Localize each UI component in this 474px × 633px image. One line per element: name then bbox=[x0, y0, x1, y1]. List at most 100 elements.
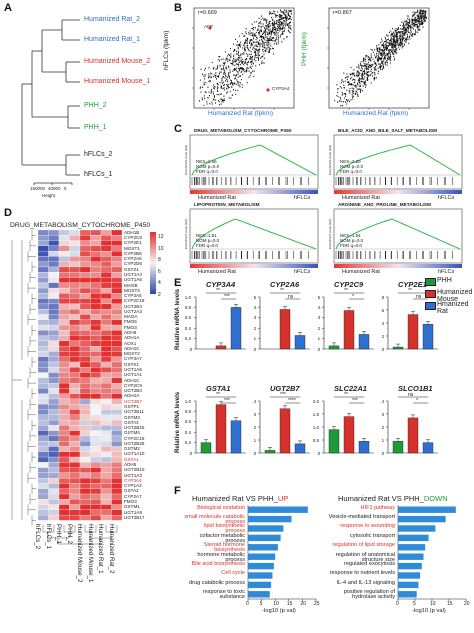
bar bbox=[328, 345, 340, 350]
bar-chart-title: CYP2E1 bbox=[398, 280, 427, 289]
heatmap-gene-label: GSTA4 bbox=[124, 419, 139, 425]
heatmap-cell bbox=[69, 425, 81, 431]
heatmap-cell bbox=[100, 367, 112, 373]
heatmap-cell bbox=[111, 250, 123, 257]
heatmap-cell bbox=[111, 456, 123, 463]
heatmap-cell bbox=[37, 493, 49, 500]
heatmap-cell bbox=[79, 509, 91, 516]
heatmap-cell bbox=[100, 441, 112, 447]
bar-y-tick-label: 2 bbox=[253, 325, 257, 331]
legend-swatch bbox=[425, 290, 436, 298]
heatmap-cell bbox=[58, 430, 70, 437]
bar-y-tick-label: 5 bbox=[253, 294, 257, 300]
heatmap-cell bbox=[90, 330, 102, 336]
gsea-frame bbox=[189, 134, 319, 190]
heatmap-cell bbox=[48, 240, 60, 246]
heatmap-cell bbox=[37, 277, 49, 283]
heatmap-cell bbox=[90, 419, 102, 426]
bar bbox=[358, 334, 370, 350]
dendrogram-leaf-3: Humanized Mouse_1 bbox=[84, 78, 151, 85]
sig-label: ns bbox=[408, 392, 414, 398]
go-bar bbox=[248, 572, 273, 579]
heatmap-scale-tick: 2 bbox=[158, 291, 161, 298]
heatmap-cell bbox=[79, 388, 91, 394]
scatter-frame bbox=[328, 7, 430, 109]
heatmap-cell bbox=[111, 478, 123, 484]
heatmap-cell bbox=[100, 335, 112, 342]
heatmap-cell bbox=[48, 298, 60, 305]
heatmap-cell bbox=[111, 261, 123, 268]
heatmap-cell bbox=[111, 314, 123, 320]
heatmap-cell bbox=[111, 435, 123, 442]
heatmap-cell bbox=[37, 272, 49, 278]
go-bar bbox=[398, 525, 436, 532]
go-bar bbox=[398, 591, 417, 598]
bar-y-tick-label: 0.4 bbox=[184, 429, 192, 435]
heatmap-cell bbox=[79, 430, 91, 437]
heatmap-cell bbox=[111, 303, 123, 310]
scatter-right-xlabel: Humanized Rat (fpkm) bbox=[343, 110, 409, 117]
heatmap-cell bbox=[69, 414, 81, 421]
heatmap-cell bbox=[111, 266, 123, 273]
go-bar bbox=[398, 553, 424, 560]
heatmap-cell bbox=[111, 504, 123, 510]
heatmap-cell bbox=[37, 303, 49, 310]
heatmap-cell bbox=[37, 293, 49, 299]
heatmap-gene-label: MGST3 bbox=[124, 287, 140, 293]
gsea-ylabel-1: Enrichment score (ES) bbox=[328, 144, 332, 175]
gsea-nom-0: NOM p=0.0 bbox=[196, 164, 220, 169]
heatmap-cell bbox=[69, 451, 81, 458]
heatmap-cell bbox=[69, 293, 81, 299]
heatmap-cell bbox=[58, 493, 70, 500]
heatmap-column-label: Humanized Rat_1 bbox=[97, 524, 104, 574]
heatmap-gene-label: UGT2B4 bbox=[124, 388, 142, 394]
heatmap-gene-label: UGT2B11 bbox=[124, 409, 145, 415]
bar bbox=[407, 417, 419, 454]
heatmap-cell bbox=[100, 414, 112, 421]
heatmap-cell bbox=[100, 499, 112, 505]
heatmap-cell bbox=[58, 372, 70, 378]
heatmap-cell bbox=[100, 514, 112, 521]
heatmap-cell bbox=[37, 419, 49, 426]
bar bbox=[279, 408, 291, 454]
heatmap-cell bbox=[58, 361, 70, 368]
heatmap-cell bbox=[37, 435, 49, 442]
gsea-plot-3 bbox=[333, 208, 463, 268]
heatmap-cell bbox=[111, 425, 123, 431]
heatmap-cell bbox=[79, 367, 91, 373]
heatmap-scale-tick: 6 bbox=[158, 268, 161, 275]
heatmap-cell bbox=[69, 351, 81, 357]
legend-label: Hmanized Rat bbox=[437, 301, 469, 315]
heatmap-cell bbox=[69, 446, 81, 452]
heatmap-gene-label: UGT2B17 bbox=[124, 514, 145, 520]
heatmap-column-label: Humanized Rat_2 bbox=[107, 524, 115, 574]
heatmap-cell bbox=[58, 351, 70, 357]
gsea-left-label-1: Humanized Rat bbox=[342, 195, 380, 201]
bar-y-tick-label: 0.6 bbox=[184, 315, 192, 321]
heatmap-cell bbox=[58, 488, 70, 495]
go-term-label: Steroid hormone biosynthesis bbox=[203, 542, 245, 554]
heatmap-cell bbox=[48, 293, 60, 299]
heatmap-cell bbox=[79, 478, 91, 484]
sig-label: ** bbox=[344, 288, 348, 294]
go-bar bbox=[398, 581, 419, 589]
go-bar bbox=[398, 515, 446, 523]
heatmap-cell bbox=[111, 351, 123, 357]
heatmap-cell bbox=[111, 282, 123, 289]
bar-y-tick-label: 0.6 bbox=[184, 419, 192, 425]
heatmap-gene-label: CYP3A4 bbox=[124, 477, 142, 483]
gsea-title-3: ARGININE_AND_PROLINE_METABOLISM bbox=[338, 202, 431, 207]
heatmap-cell bbox=[100, 309, 112, 315]
heatmap-cell bbox=[37, 388, 49, 394]
heatmap-cell bbox=[79, 314, 91, 320]
heatmap-cell bbox=[100, 372, 112, 378]
go-bar-charts bbox=[247, 505, 467, 601]
gsea-nom-3: NOM p=0.0 bbox=[340, 238, 364, 243]
bar-y-tick-label: 2 bbox=[317, 325, 321, 331]
dendrogram-leaf-7: hFLCs_1 bbox=[84, 171, 113, 178]
heatmap-cell bbox=[48, 272, 60, 278]
bar-y-tick-label: 6 bbox=[381, 307, 385, 313]
heatmap-cell bbox=[69, 514, 81, 521]
gsea-right-label-2: hFLCs bbox=[294, 269, 311, 275]
heatmap-cell bbox=[48, 303, 60, 310]
